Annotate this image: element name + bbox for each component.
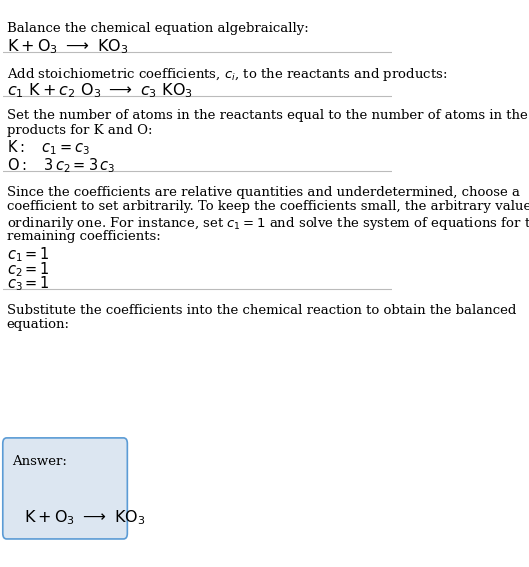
Text: Balance the chemical equation algebraically:: Balance the chemical equation algebraica… <box>7 23 308 35</box>
Text: ordinarily one. For instance, set $c_1 = 1$ and solve the system of equations fo: ordinarily one. For instance, set $c_1 =… <box>7 215 529 232</box>
Text: Since the coefficients are relative quantities and underdetermined, choose a: Since the coefficients are relative quan… <box>7 186 519 199</box>
Text: $\mathrm{K} + \mathrm{O}_3 \ \longrightarrow \ \mathrm{KO}_3$: $\mathrm{K} + \mathrm{O}_3 \ \longrighta… <box>24 508 145 527</box>
Text: equation:: equation: <box>7 318 70 331</box>
Text: $\mathrm{K} + \mathrm{O}_3 \ \longrightarrow \ \mathrm{KO}_3$: $\mathrm{K} + \mathrm{O}_3 \ \longrighta… <box>7 37 128 56</box>
FancyBboxPatch shape <box>3 438 127 539</box>
Text: coefficient to set arbitrarily. To keep the coefficients small, the arbitrary va: coefficient to set arbitrarily. To keep … <box>7 200 529 213</box>
Text: $c_2 = 1$: $c_2 = 1$ <box>7 260 50 278</box>
Text: $\mathrm{K}:\quad c_1 = c_3$: $\mathrm{K}:\quad c_1 = c_3$ <box>7 139 90 158</box>
Text: Answer:: Answer: <box>13 455 67 468</box>
Text: products for K and O:: products for K and O: <box>7 124 152 137</box>
Text: $c_1\ \mathrm{K} + c_2\ \mathrm{O}_3 \ \longrightarrow \ c_3\ \mathrm{KO}_3$: $c_1\ \mathrm{K} + c_2\ \mathrm{O}_3 \ \… <box>7 82 193 100</box>
Text: remaining coefficients:: remaining coefficients: <box>7 230 160 243</box>
Text: Add stoichiometric coefficients, $c_i$, to the reactants and products:: Add stoichiometric coefficients, $c_i$, … <box>7 66 447 83</box>
Text: $\mathrm{O}:\quad 3\,c_2 = 3\,c_3$: $\mathrm{O}:\quad 3\,c_2 = 3\,c_3$ <box>7 156 115 175</box>
Text: $c_1 = 1$: $c_1 = 1$ <box>7 246 50 264</box>
Text: Set the number of atoms in the reactants equal to the number of atoms in the: Set the number of atoms in the reactants… <box>7 109 527 122</box>
Text: $c_3 = 1$: $c_3 = 1$ <box>7 274 50 293</box>
Text: Substitute the coefficients into the chemical reaction to obtain the balanced: Substitute the coefficients into the che… <box>7 304 516 317</box>
